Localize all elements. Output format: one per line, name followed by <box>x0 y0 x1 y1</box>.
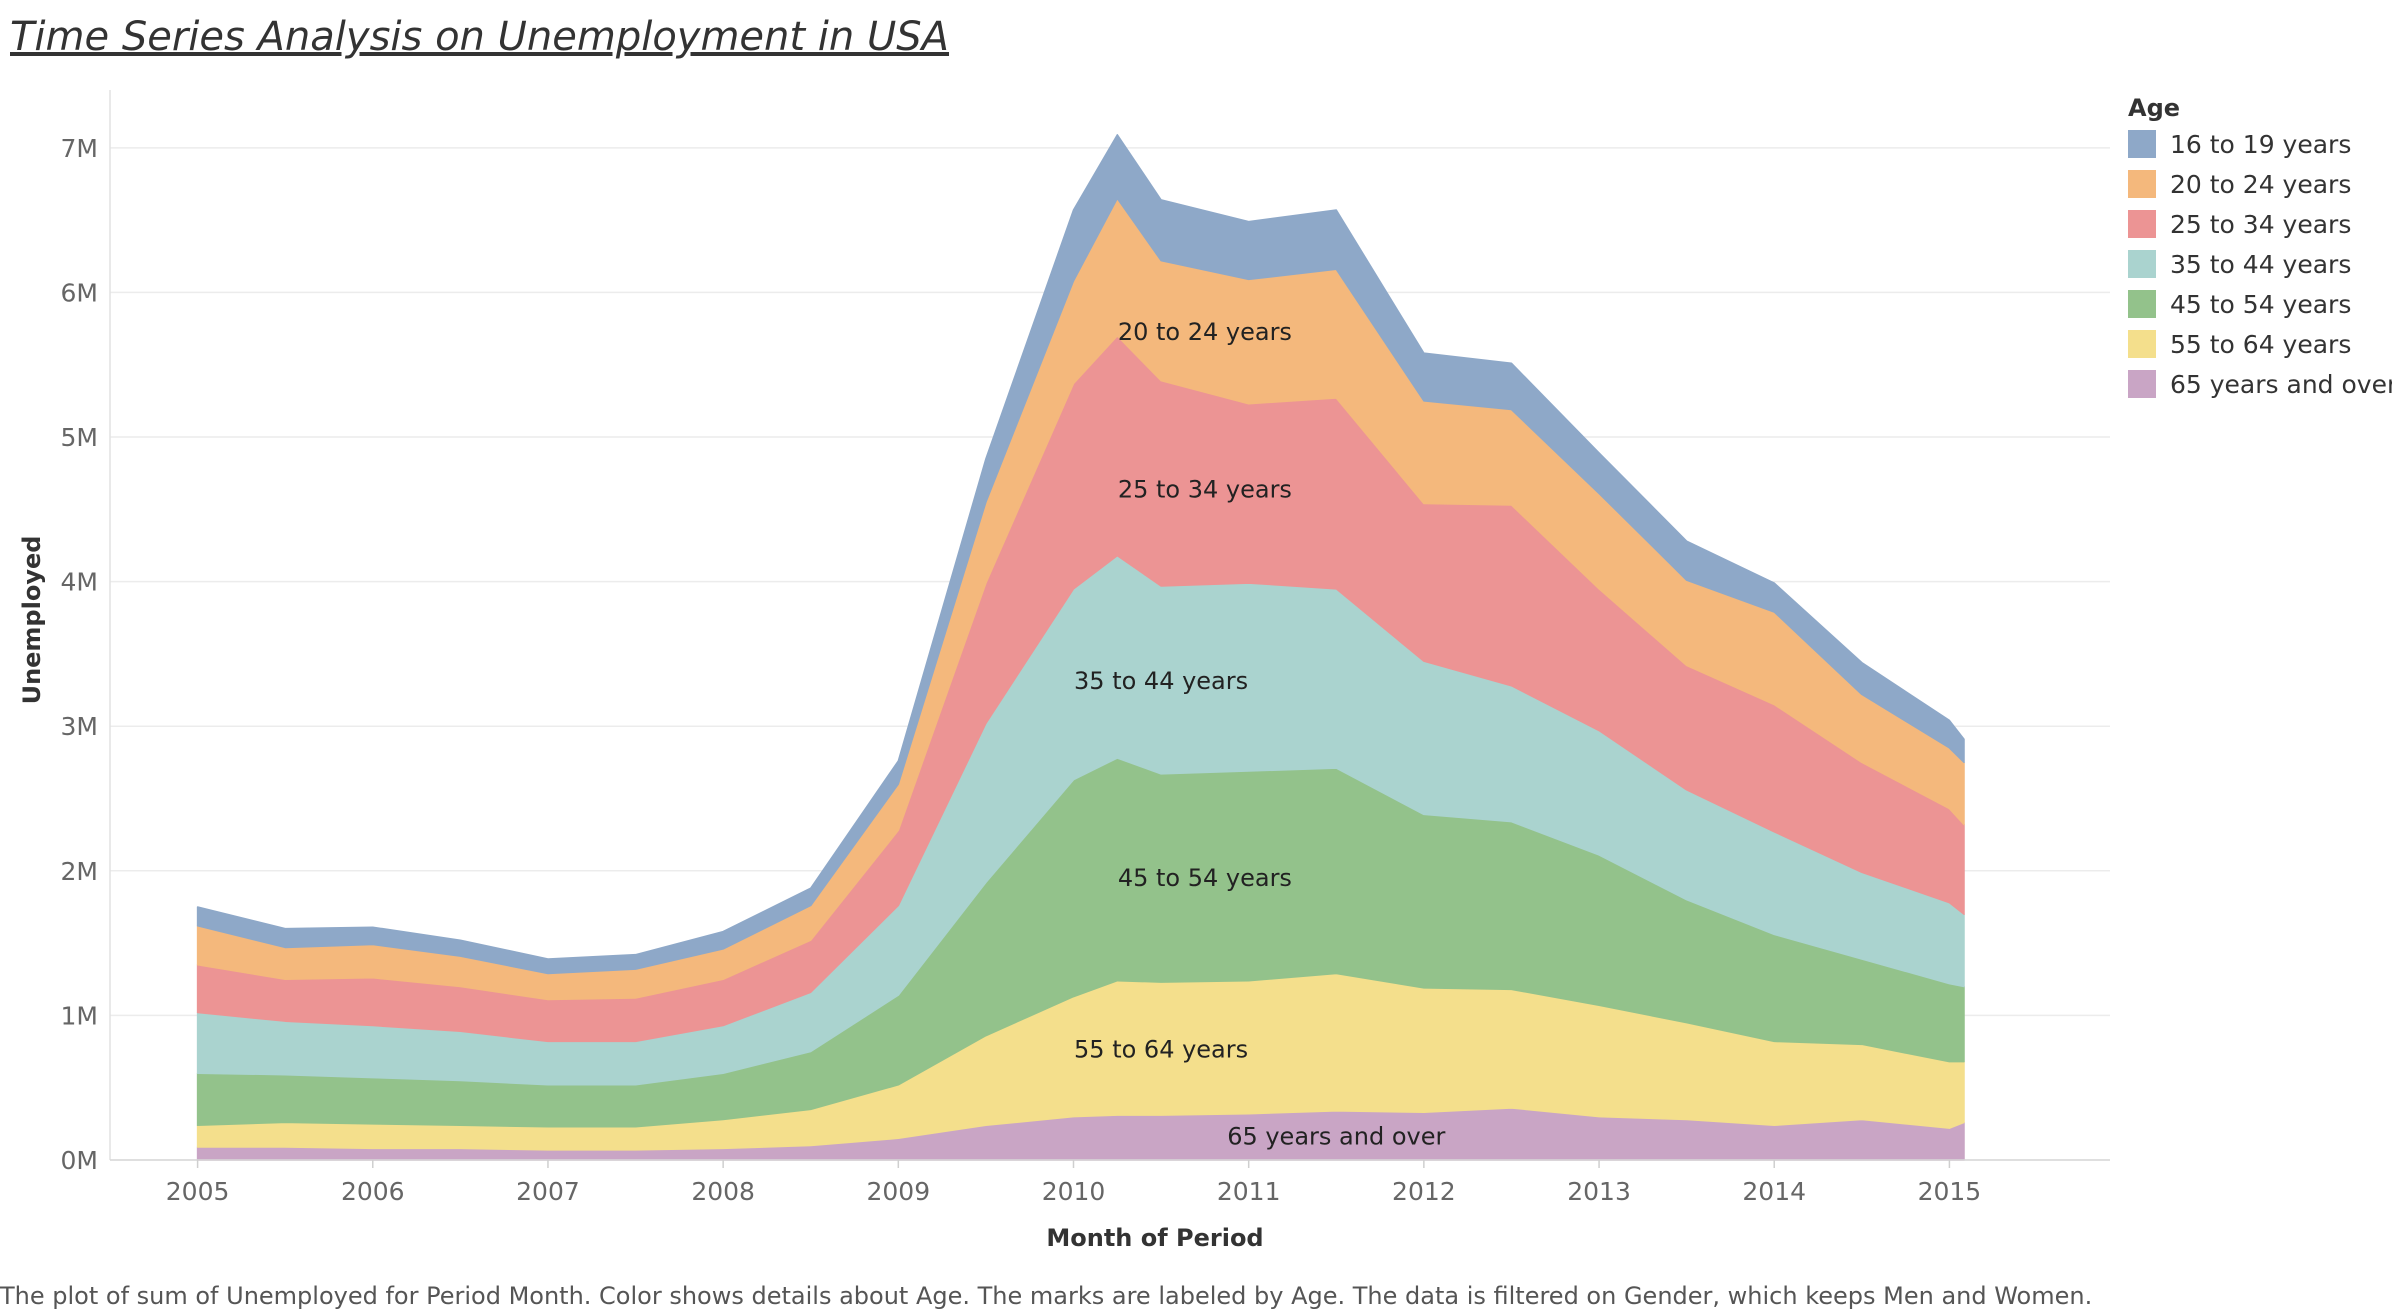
x-tick-label: 2010 <box>1042 1177 1106 1206</box>
legend-label-35-to-44-years[interactable]: 35 to 44 years <box>2170 250 2351 279</box>
area-labels: 65 years and over 55 to 64 years 45 to 54 … <box>1074 318 1445 1150</box>
area-label-55-to-64-years: 55 to 64 years <box>1074 1036 1248 1064</box>
x-tick-label: 2013 <box>1567 1177 1631 1206</box>
x-tick-label: 2006 <box>341 1177 405 1206</box>
stacked-areas[interactable] <box>196 134 1965 1161</box>
legend-swatch-25-to-34-years[interactable] <box>2128 210 2156 238</box>
area-label-65-years-and-over: 65 years and over <box>1227 1122 1445 1150</box>
x-axis-title: Month of Period <box>1046 1224 1263 1252</box>
legend-swatch-65-years-and-over[interactable] <box>2128 370 2156 398</box>
legend: Age 16 to 19 years 20 to 24 years 25 to 34… <box>2128 94 2392 399</box>
legend-label-55-to-64-years[interactable]: 55 to 64 years <box>2170 330 2351 359</box>
area-label-35-to-44-years: 35 to 44 years <box>1074 667 1248 695</box>
x-tick-label: 2008 <box>691 1177 755 1206</box>
x-tick-label: 2012 <box>1392 1177 1456 1206</box>
area-label-20-to-24-years: 20 to 24 years <box>1118 318 1292 346</box>
legend-label-20-to-24-years[interactable]: 20 to 24 years <box>2170 170 2351 199</box>
legend-label-25-to-34-years[interactable]: 25 to 34 years <box>2170 210 2351 239</box>
y-tick-label: 5M <box>61 423 98 452</box>
y-tick-label: 7M <box>61 134 98 163</box>
y-tick-label: 4M <box>61 568 98 597</box>
chart-caption: The plot of sum of Unemployed for Period… <box>0 1282 2093 1310</box>
legend-swatch-55-to-64-years[interactable] <box>2128 330 2156 358</box>
y-tick-label: 0M <box>61 1146 98 1175</box>
legend-swatch-16-to-19-years[interactable] <box>2128 130 2156 158</box>
legend-swatch-20-to-24-years[interactable] <box>2128 170 2156 198</box>
legend-title: Age <box>2128 94 2180 122</box>
y-tick-label: 1M <box>61 1001 98 1030</box>
area-label-25-to-34-years: 25 to 34 years <box>1118 475 1292 503</box>
x-tick-label: 2007 <box>516 1177 580 1206</box>
legend-label-16-to-19-years[interactable]: 16 to 19 years <box>2170 130 2351 159</box>
x-tick-label: 2015 <box>1918 1177 1982 1206</box>
y-tick-label: 6M <box>61 278 98 307</box>
chart-title: Time Series Analysis on Unemployment in … <box>10 14 950 60</box>
x-axis: 2005 2006 2007 2008 2009 2010 2011 2012 2013 2014… <box>110 1159 2110 1206</box>
legend-label-45-to-54-years[interactable]: 45 to 54 years <box>2170 290 2351 319</box>
x-tick-label: 2009 <box>867 1177 931 1206</box>
x-tick-label: 2014 <box>1742 1177 1806 1206</box>
area-label-45-to-54-years: 45 to 54 years <box>1118 864 1292 892</box>
y-axis: 0M 1M 2M 3M 4M 5M 6M 7M <box>61 90 111 1175</box>
y-tick-label: 2M <box>61 857 98 886</box>
legend-label-65-years-and-over[interactable]: 65 years and over <box>2170 370 2392 399</box>
y-tick-label: 3M <box>61 712 98 741</box>
x-tick-label: 2011 <box>1217 1177 1281 1206</box>
area-16-to-19-years[interactable] <box>196 134 1965 975</box>
y-axis-title: Unemployed <box>18 536 46 705</box>
legend-swatch-35-to-44-years[interactable] <box>2128 250 2156 278</box>
legend-swatch-45-to-54-years[interactable] <box>2128 290 2156 318</box>
x-tick-label: 2005 <box>166 1177 230 1206</box>
